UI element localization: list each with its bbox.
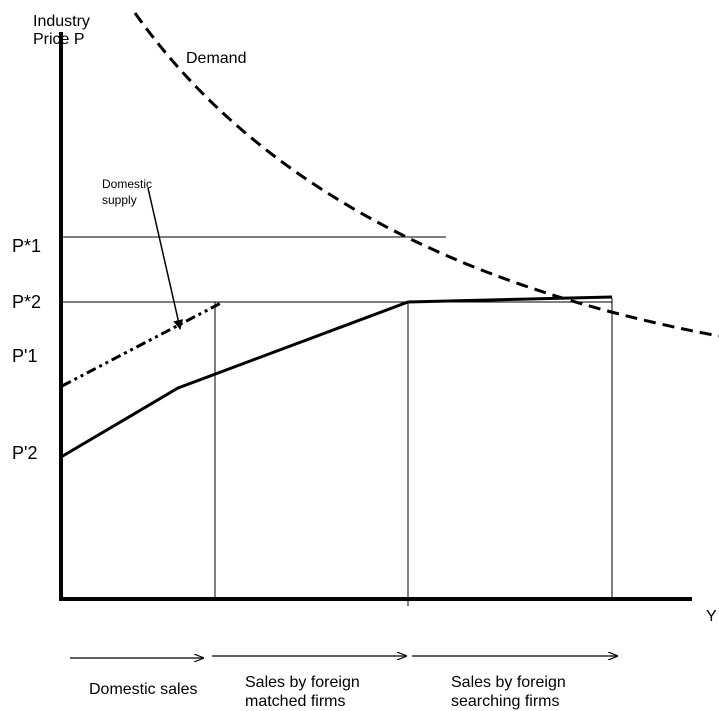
price-label-p-prime-1: P'1 (12, 346, 37, 366)
price-label-p-star-2: P*2 (12, 292, 41, 312)
demand-curve (133, 12, 719, 338)
region-label-searching-line2: searching firms (451, 693, 559, 710)
domestic-supply-pointer (147, 187, 184, 330)
domestic-supply-label-line2: supply (102, 193, 137, 207)
domestic-supply-curve (61, 301, 222, 388)
region-label-matched-line1: Sales by foreign (245, 674, 360, 691)
region-label-domestic: Domestic sales (89, 681, 197, 698)
price-label-p-prime-2: P'2 (12, 443, 37, 463)
price-label-p-star-1: P*1 (12, 236, 41, 256)
domestic-supply-label-line1: Domestic (102, 177, 152, 191)
x-axis-label: Y (706, 608, 717, 625)
total-supply-curve (60, 295, 613, 459)
y-axis-label-line1: Industry (33, 13, 90, 30)
demand-label: Demand (186, 50, 246, 67)
y-axis-label-line2: Price P (33, 31, 85, 48)
region-label-matched-line2: matched firms (245, 693, 345, 710)
region-label-searching-line1: Sales by foreign (451, 674, 566, 691)
